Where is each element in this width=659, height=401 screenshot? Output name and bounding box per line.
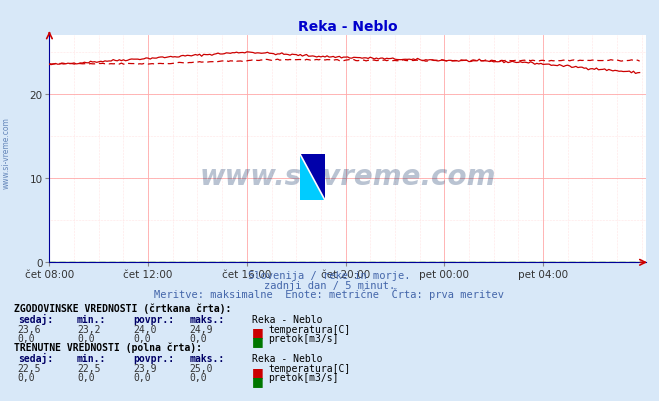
Text: Slovenija / reke in morje.: Slovenija / reke in morje.	[248, 271, 411, 281]
Text: www.si-vreme.com: www.si-vreme.com	[200, 162, 496, 190]
Text: povpr.:: povpr.:	[133, 314, 174, 324]
Text: ■: ■	[252, 334, 264, 347]
Title: Reka - Neblo: Reka - Neblo	[298, 20, 397, 34]
Text: min.:: min.:	[77, 353, 107, 363]
Text: pretok[m3/s]: pretok[m3/s]	[268, 333, 339, 343]
Text: 22,5: 22,5	[77, 363, 101, 373]
Text: 23,2: 23,2	[77, 324, 101, 334]
Text: ZGODOVINSKE VREDNOSTI (črtkana črta):: ZGODOVINSKE VREDNOSTI (črtkana črta):	[14, 302, 232, 313]
Text: 0,0: 0,0	[77, 372, 95, 382]
Text: 0,0: 0,0	[18, 372, 36, 382]
Polygon shape	[300, 154, 325, 200]
Text: temperatura[C]: temperatura[C]	[268, 363, 351, 373]
Text: temperatura[C]: temperatura[C]	[268, 324, 351, 334]
Text: ■: ■	[252, 374, 264, 387]
Text: pretok[m3/s]: pretok[m3/s]	[268, 372, 339, 382]
Text: 23,9: 23,9	[133, 363, 157, 373]
Text: Reka - Neblo: Reka - Neblo	[252, 314, 322, 324]
Text: sedaj:: sedaj:	[18, 313, 53, 324]
Text: 24,0: 24,0	[133, 324, 157, 334]
Text: www.si-vreme.com: www.si-vreme.com	[2, 117, 11, 188]
Text: Meritve: maksimalne  Enote: metrične  Črta: prva meritev: Meritve: maksimalne Enote: metrične Črta…	[154, 287, 505, 299]
Text: 0,0: 0,0	[189, 333, 207, 343]
Text: maks.:: maks.:	[189, 314, 224, 324]
Text: min.:: min.:	[77, 314, 107, 324]
Text: 0,0: 0,0	[77, 333, 95, 343]
Text: 24,9: 24,9	[189, 324, 213, 334]
Text: 22,5: 22,5	[18, 363, 42, 373]
Text: 0,0: 0,0	[18, 333, 36, 343]
Text: 23,6: 23,6	[18, 324, 42, 334]
Text: 0,0: 0,0	[189, 372, 207, 382]
Text: TRENUTNE VREDNOSTI (polna črta):: TRENUTNE VREDNOSTI (polna črta):	[14, 342, 202, 352]
Text: ■: ■	[252, 326, 264, 338]
Text: zadnji dan / 5 minut.: zadnji dan / 5 minut.	[264, 280, 395, 290]
Text: maks.:: maks.:	[189, 353, 224, 363]
Polygon shape	[300, 154, 325, 200]
Text: ■: ■	[252, 365, 264, 378]
Polygon shape	[300, 154, 325, 200]
Text: sedaj:: sedaj:	[18, 352, 53, 363]
Text: povpr.:: povpr.:	[133, 353, 174, 363]
Text: Reka - Neblo: Reka - Neblo	[252, 353, 322, 363]
Text: 0,0: 0,0	[133, 333, 151, 343]
Text: 0,0: 0,0	[133, 372, 151, 382]
Text: 25,0: 25,0	[189, 363, 213, 373]
